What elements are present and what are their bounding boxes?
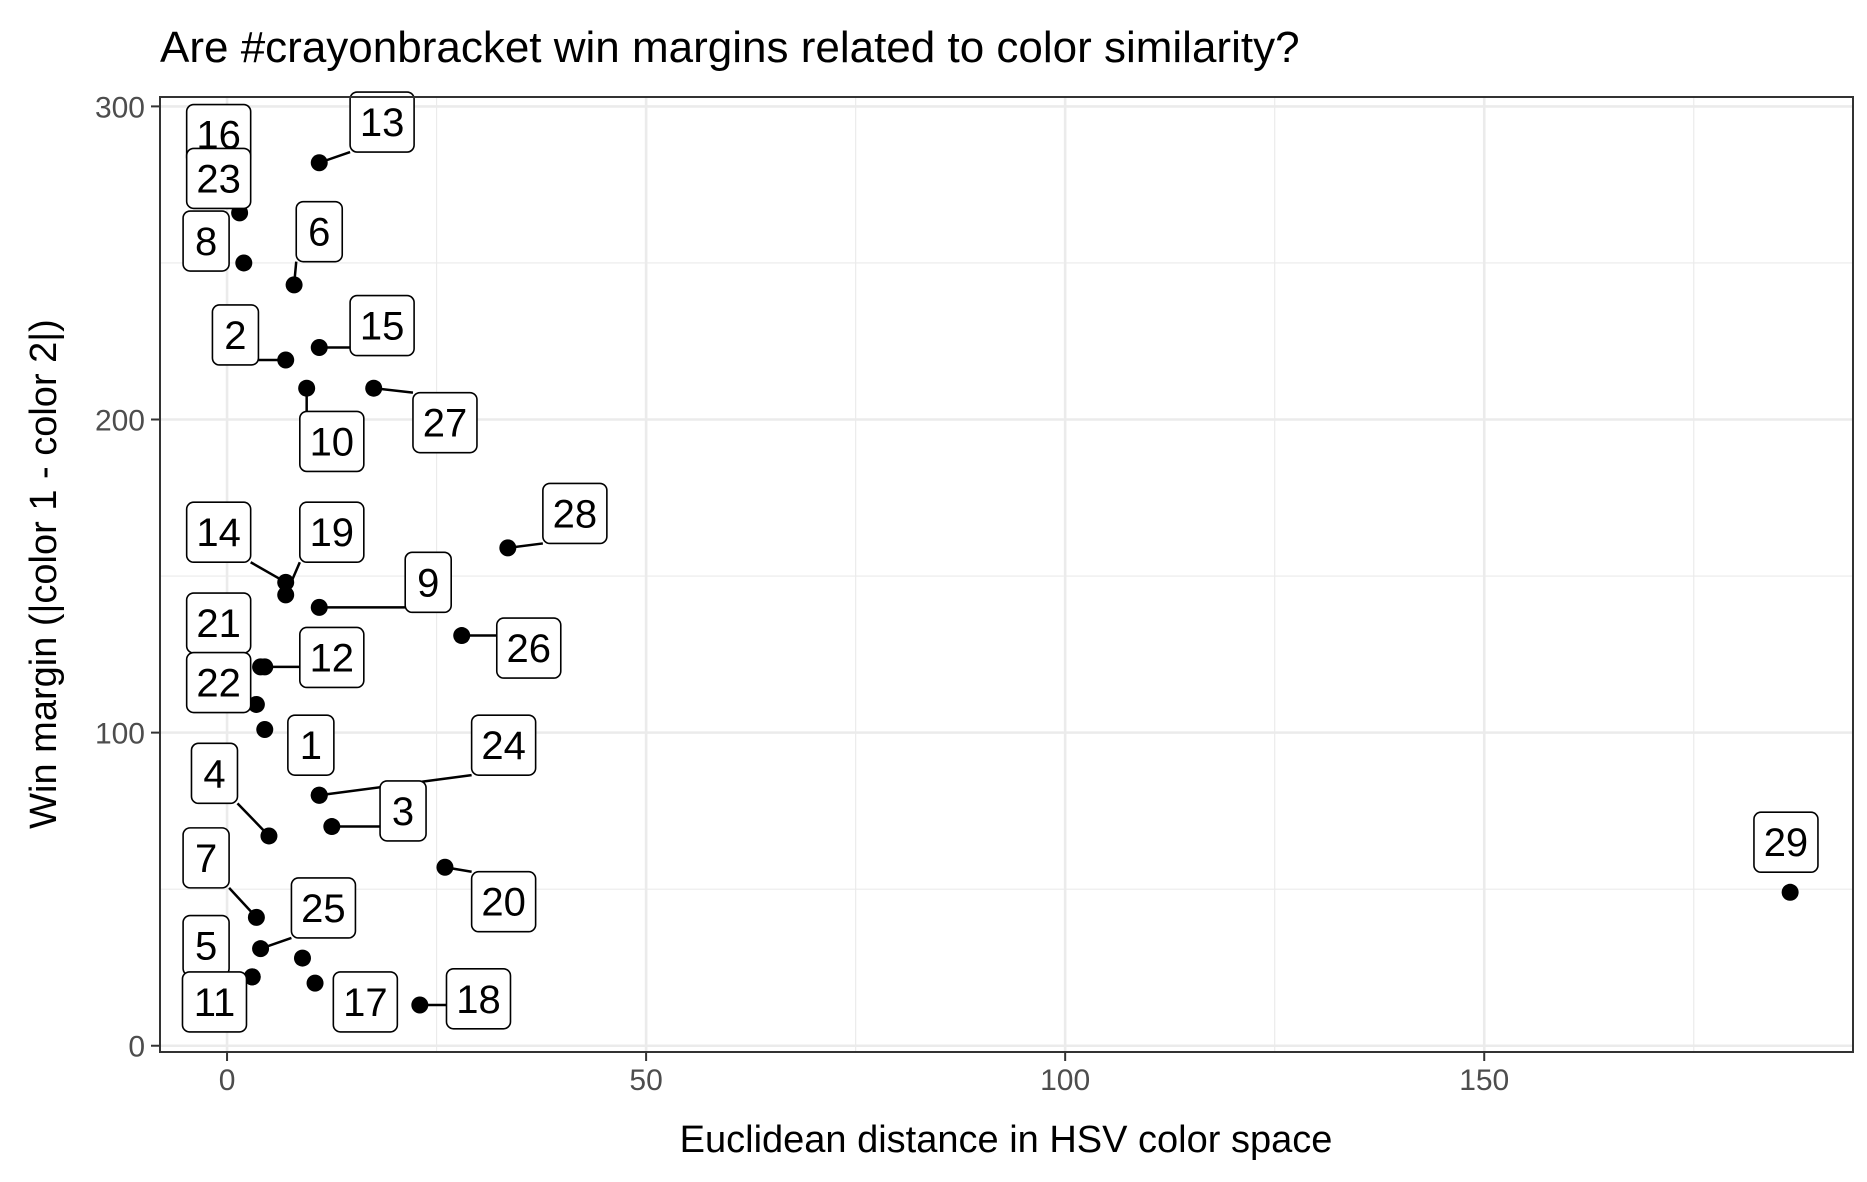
point-label-box: [412, 391, 478, 454]
point-label: 4: [203, 752, 225, 796]
point-label: 18: [456, 978, 501, 1022]
point-label: 3: [392, 790, 414, 834]
point-label-box: [299, 501, 365, 564]
point-label-box: [379, 780, 427, 842]
y-tick-label: 200: [95, 405, 145, 438]
data-point: [252, 940, 270, 958]
point-label-box: [349, 294, 415, 357]
point-label-box: [182, 827, 230, 889]
point-label-box: [185, 651, 252, 714]
point-label: 15: [360, 305, 405, 349]
data-point: [323, 818, 341, 836]
point-label-box: [445, 967, 512, 1030]
data-point: [243, 968, 261, 986]
point-label: 5: [195, 925, 217, 969]
point-label-box: [404, 551, 452, 614]
data-point: [310, 786, 328, 804]
point-label: 26: [507, 627, 552, 671]
point-label: 17: [343, 981, 388, 1025]
point-label-box: [299, 626, 365, 689]
point-label: 24: [481, 724, 526, 768]
y-tick-label: 100: [95, 718, 145, 751]
data-point: [453, 627, 471, 645]
x-axis: 0 50 100 150: [219, 1052, 1509, 1097]
point-label: 20: [481, 881, 526, 925]
point-label: 11: [194, 981, 236, 1025]
point-label-box: [185, 501, 252, 564]
x-tick-label: 0: [219, 1064, 236, 1097]
point-label: 13: [360, 101, 405, 145]
data-point: [247, 908, 265, 926]
data-point: [436, 858, 454, 876]
point-label: 27: [423, 402, 468, 446]
point-label-box: [349, 91, 415, 153]
point-label: 9: [417, 561, 439, 605]
point-label: 12: [310, 636, 355, 680]
point-label: 21: [196, 602, 241, 646]
data-point: [306, 974, 324, 992]
y-tick-label: 300: [95, 91, 145, 124]
point-label-box: [495, 617, 562, 679]
data-point: [1781, 883, 1799, 901]
data-points: [231, 154, 1799, 1014]
data-point: [256, 720, 274, 738]
point-label: 10: [310, 420, 355, 464]
point-label: 29: [1764, 821, 1809, 865]
chart-title: Are #crayonbracket win margins related t…: [160, 23, 1300, 72]
point-label-box: [287, 714, 335, 776]
point-label-box: [190, 742, 239, 805]
point-label: 19: [310, 511, 355, 555]
point-label: 2: [224, 314, 246, 358]
point-label: 23: [196, 157, 241, 201]
data-point: [298, 379, 316, 397]
data-point: [499, 539, 517, 557]
x-tick-label: 100: [1040, 1064, 1090, 1097]
point-label-box: [542, 482, 608, 545]
point-label: 22: [196, 662, 241, 706]
point-label-box: [211, 304, 260, 366]
point-label: 25: [301, 887, 346, 931]
point-label: 14: [196, 511, 241, 555]
data-point: [260, 827, 278, 845]
point-label-box: [182, 210, 230, 272]
point-label: 1: [300, 724, 322, 768]
point-label: 7: [195, 837, 217, 881]
data-point: [247, 695, 265, 713]
data-point: [285, 276, 303, 294]
data-point: [277, 351, 295, 369]
point-label-box: [332, 971, 399, 1033]
point-label-box: [181, 971, 248, 1033]
point-label: 28: [553, 492, 598, 536]
point-label-box: [185, 147, 252, 210]
data-point: [310, 338, 328, 356]
point-label-box: [470, 870, 537, 933]
point-label-box: [299, 410, 365, 473]
y-tick-label: 0: [128, 1031, 145, 1064]
plot-border: [159, 96, 1854, 1053]
data-point: [365, 379, 383, 397]
point-label: 8: [195, 220, 217, 264]
data-point: [252, 658, 270, 676]
point-label-box: [295, 200, 344, 263]
y-axis: 0 100 200 300: [95, 91, 160, 1064]
point-label: 6: [308, 211, 330, 255]
data-point: [411, 996, 429, 1014]
y-axis-label: Win margin (|color 1 - color 2|): [23, 319, 65, 829]
point-label-box: [1753, 811, 1819, 874]
minor-gridlines: [160, 97, 1853, 1052]
point-label-box: [290, 877, 357, 939]
point-label-box: [470, 714, 537, 776]
data-point: [310, 154, 328, 172]
x-axis-label: Euclidean distance in HSV color space: [680, 1119, 1333, 1161]
data-point: [235, 254, 253, 272]
x-tick-label: 50: [629, 1064, 662, 1097]
data-point: [293, 949, 311, 967]
data-point: [277, 573, 295, 591]
data-point: [310, 598, 328, 616]
x-tick-label: 150: [1459, 1064, 1509, 1097]
data-point: [277, 586, 295, 604]
